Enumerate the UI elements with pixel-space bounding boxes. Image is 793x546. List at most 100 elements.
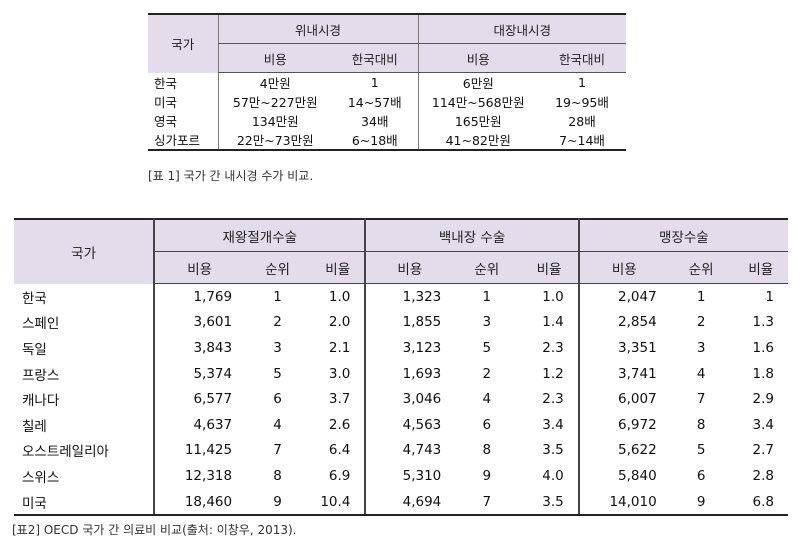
rank-cell: 5 — [696, 442, 706, 459]
ratio-cell: 7~14배 — [538, 130, 626, 151]
cost-cell: 3,741 — [577, 360, 669, 387]
country-cell: 싱가포르 — [148, 130, 218, 151]
table-row: 독일 3,843 3 2.1 3,123 5 2.3 3,351 3 1.6 — [14, 335, 788, 361]
ratio-cell: 3.5 — [520, 488, 579, 517]
ratio-cell: 2.1 — [328, 339, 351, 356]
ratio-cell: 2.6 — [328, 416, 351, 433]
ratio-cell: 1.8 — [752, 365, 774, 382]
cost-cell: 6,972 — [577, 411, 669, 438]
ratio-cell: 28배 — [568, 114, 596, 129]
table-row: 스위스 12,318 8 6.9 5,310 9 4.0 5,840 6 2.8 — [14, 463, 788, 489]
sub-header-ratio: 비율 — [311, 251, 366, 284]
sub-header-cost: 비용 — [417, 43, 538, 73]
cost-cell: 165만원 — [417, 111, 538, 130]
cost-cell: 3,046 — [364, 386, 454, 412]
ratio-cell: 3.0 — [328, 365, 351, 382]
cost-cell: 5,622 — [577, 437, 669, 464]
colonoscopy-header: 대장내시경 — [417, 14, 626, 44]
ratio-cell: 1.3 — [752, 314, 774, 331]
rank-cell: 1 — [696, 288, 706, 305]
ratio-cell: 2.8 — [752, 467, 774, 484]
country-cell: 미국 — [14, 488, 155, 517]
ratio-cell: 1.4 — [542, 314, 564, 331]
cost-cell: 114만~568만원 — [417, 92, 538, 111]
cost-cell: 3,843 — [153, 335, 245, 361]
ratio-cell: 1 — [370, 75, 379, 90]
cost-cell: 2,047 — [577, 283, 669, 310]
rank-cell: 3 — [273, 339, 282, 356]
cost-cell: 57만~227만원 — [217, 92, 332, 111]
ratio-cell: 2.3 — [542, 391, 564, 408]
rank-cell: 1 — [273, 288, 282, 305]
appendectomy-header: 맹장수술 — [577, 219, 788, 252]
rank-cell: 9 — [668, 488, 734, 517]
cost-cell: 5,374 — [153, 360, 245, 387]
rank-cell: 6 — [273, 391, 282, 408]
cost-cell: 134만원 — [217, 111, 332, 130]
cost-cell: 1,855 — [364, 309, 454, 336]
cost-cell: 2,854 — [577, 309, 669, 336]
rank-cell: 6 — [482, 416, 492, 433]
cost-cell: 4,637 — [153, 411, 245, 438]
cost-cell: 4,694 — [364, 488, 454, 517]
sub-header-cost: 비용 — [364, 251, 454, 284]
country-header: 국가 — [14, 219, 155, 284]
cost-cell: 3,123 — [364, 335, 454, 361]
cost-cell: 6,007 — [577, 386, 669, 412]
ratio-cell: 6.8 — [733, 488, 788, 517]
cost-cell: 12,318 — [153, 463, 245, 489]
cost-cell: 41~82만원 — [417, 130, 538, 151]
country-cell: 한국 — [22, 290, 47, 307]
cost-cell: 14,010 — [577, 488, 669, 517]
table-row: 프랑스 5,374 5 3.0 1,693 2 1.2 3,741 4 1.8 — [14, 360, 788, 387]
rank-cell: 8 — [273, 467, 282, 484]
sub-header-rank: 순위 — [453, 251, 521, 284]
cost-cell: 4,743 — [364, 437, 454, 464]
cost-cell: 22만~73만원 — [217, 130, 332, 151]
ratio-cell: 4.0 — [542, 467, 564, 484]
cost-cell: 1,769 — [153, 283, 245, 310]
country-cell: 독일 — [22, 341, 47, 358]
ratio-cell: 6~18배 — [332, 130, 418, 151]
rank-cell: 4 — [273, 416, 282, 433]
country-cell: 프랑스 — [22, 367, 60, 384]
cost-cell: 4,563 — [364, 411, 454, 438]
cost-cell: 3,601 — [153, 309, 245, 336]
rank-cell: 2 — [696, 314, 706, 331]
rank-cell: 1 — [482, 288, 492, 305]
ratio-cell: 34배 — [361, 114, 389, 129]
ratio-cell: 1 — [578, 75, 586, 90]
table-row: 캐나다 6,577 6 3.7 3,046 4 2.3 6,007 7 2.9 — [14, 386, 788, 412]
cost-cell: 5,310 — [364, 463, 454, 489]
sub-header-ratio: 한국대비 — [332, 43, 418, 73]
rank-cell: 4 — [696, 365, 706, 382]
cost-cell: 3,351 — [577, 335, 669, 361]
ratio-cell: 1.6 — [752, 339, 774, 356]
ratio-cell: 1.0 — [328, 288, 351, 305]
ratio-cell: 3.7 — [328, 391, 351, 408]
cost-cell: 1,323 — [364, 283, 454, 310]
table-row: 영국 134만원 34배 165만원 28배 — [148, 111, 626, 130]
rank-cell: 8 — [482, 442, 492, 459]
table-row: 미국 18,460 9 10.4 4,694 7 3.5 14,010 9 6.8 — [14, 488, 788, 517]
rank-cell: 5 — [482, 339, 492, 356]
cost-cell: 5,840 — [577, 463, 669, 489]
sub-header-rank: 순위 — [244, 251, 312, 284]
table-row: 스페인 3,601 2 2.0 1,855 3 1.4 2,854 2 1.3 — [14, 309, 788, 336]
rank-cell: 5 — [273, 365, 282, 382]
table-row: 오스트레일리아 11,425 7 6.4 4,743 8 3.5 5,622 5 2.7 — [14, 437, 788, 464]
country-cell: 미국 — [154, 95, 178, 110]
ratio-cell: 14~57배 — [347, 95, 402, 110]
ratio-cell: 6.9 — [328, 467, 351, 484]
table-row: 미국 57만~227만원 14~57배 114만~568만원 19~95배 — [148, 92, 626, 111]
country-cell: 스위스 — [22, 469, 60, 486]
country-cell: 칠레 — [22, 418, 47, 435]
ratio-cell: 1.2 — [542, 365, 564, 382]
country-cell: 오스트레일리아 — [22, 444, 109, 461]
ratio-cell: 1.0 — [542, 288, 564, 305]
rank-cell: 7 — [273, 442, 282, 459]
table-row: 칠레 4,637 4 2.6 4,563 6 3.4 6,972 8 3.4 — [14, 411, 788, 438]
cost-cell: 4만원 — [217, 72, 332, 92]
country-cell: 한국 — [154, 75, 178, 91]
ratio-cell: 2.7 — [752, 442, 774, 459]
